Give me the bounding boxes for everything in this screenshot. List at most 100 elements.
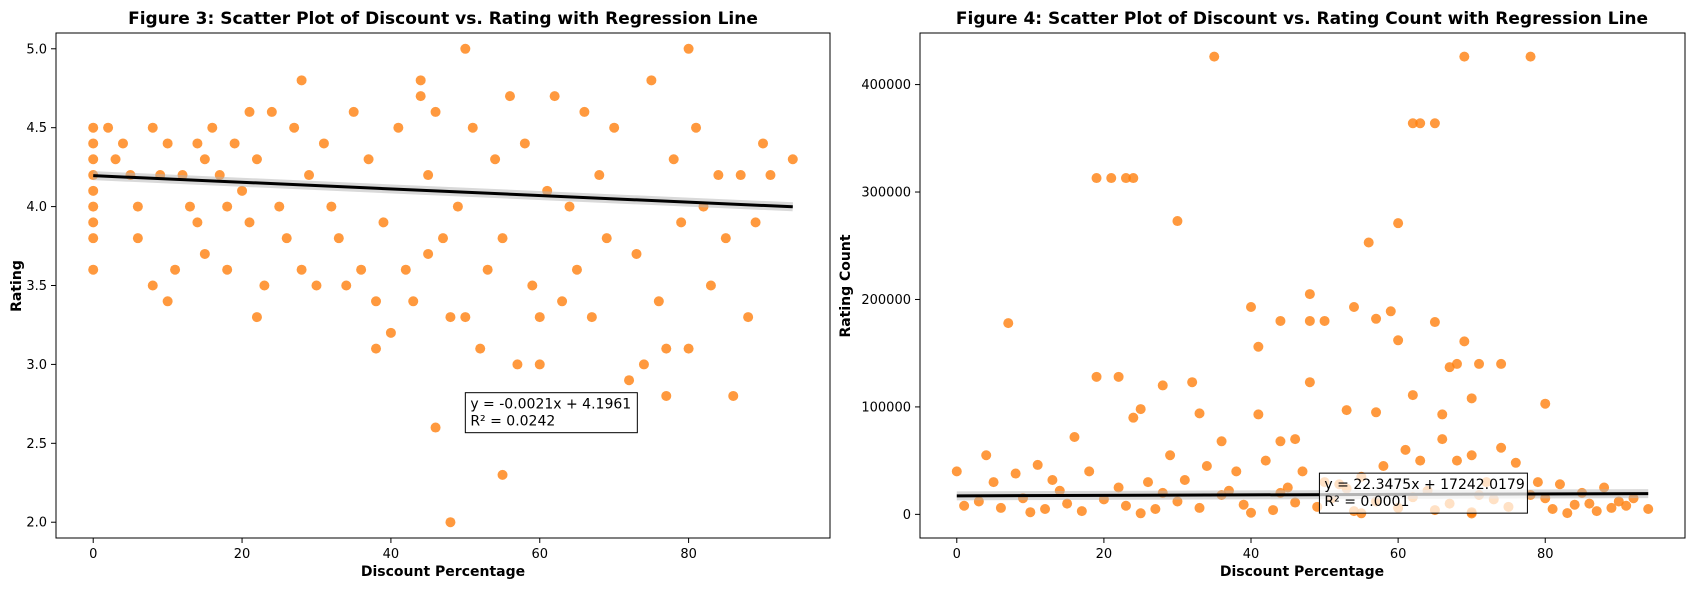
scatter-point <box>728 390 739 401</box>
scatter-point <box>445 517 456 528</box>
scatter-point <box>452 201 463 212</box>
scatter-point <box>460 43 471 54</box>
scatter-point <box>304 170 315 181</box>
scatter-point <box>199 154 210 165</box>
scatter-point <box>1348 301 1359 312</box>
scatter-point <box>1532 477 1543 488</box>
scatter-point <box>88 217 99 228</box>
scatter-point <box>192 217 203 228</box>
scatter-point <box>266 106 277 117</box>
y-axis-ticks: 0 100000 200000 300000 400000 <box>861 78 920 523</box>
scatter-point <box>676 217 687 228</box>
scatter-point <box>1415 118 1426 129</box>
scatter-point <box>1275 315 1286 326</box>
scatter-point <box>1187 377 1198 388</box>
scatter-point <box>594 170 605 181</box>
scatter-point <box>1510 457 1521 468</box>
scatter-point <box>601 233 612 244</box>
scatter-point <box>1451 358 1462 369</box>
scatter-point <box>1290 434 1301 445</box>
scatter-points <box>88 43 798 528</box>
scatter-point <box>415 91 426 102</box>
scatter-point <box>1393 218 1404 229</box>
scatter-point <box>1591 506 1602 517</box>
scatter-point <box>88 122 99 133</box>
scatter-point <box>1371 407 1382 418</box>
scatter-point <box>981 450 992 461</box>
scatter-point <box>661 390 672 401</box>
scatter-point <box>1613 496 1624 507</box>
scatter-point <box>668 154 679 165</box>
scatter-point <box>713 170 724 181</box>
scatter-point <box>1194 502 1205 513</box>
scatter-point <box>371 343 382 354</box>
scatter-point <box>1150 503 1161 514</box>
x-tick-label: 0 <box>89 547 97 562</box>
scatter-point <box>988 477 999 488</box>
scatter-point <box>1282 482 1293 493</box>
annotation-equation: y = -0.0021x + 4.1961 <box>470 397 631 413</box>
scatter-point <box>88 154 99 165</box>
scatter-point <box>1135 508 1146 519</box>
scatter-point <box>1253 409 1264 420</box>
scatter-point <box>326 201 337 212</box>
scatter-point <box>534 312 545 323</box>
scatter-point <box>519 138 530 149</box>
chart-rating-count: Figure 4: Scatter Plot of Discount vs. R… <box>838 9 1686 580</box>
scatter-point <box>1341 405 1352 416</box>
y-tick-label: 3.5 <box>26 279 47 294</box>
scatter-point <box>512 359 523 370</box>
x-tick-label: 20 <box>1096 547 1113 562</box>
scatter-point <box>1407 390 1418 401</box>
scatter-point <box>497 469 508 480</box>
y-axis-ticks: 2.0 2.5 3.0 3.5 4.0 4.5 5.0 <box>26 42 56 531</box>
regression-line-group <box>956 489 1649 501</box>
scatter-point <box>1201 461 1212 472</box>
annotation-equation: y = 22.3475x + 17242.0179 <box>1324 477 1524 493</box>
scatter-point <box>1547 503 1558 514</box>
scatter-point <box>504 91 515 102</box>
y-axis-label: Rating <box>9 260 25 312</box>
scatter-point <box>527 280 538 291</box>
scatter-point <box>1496 442 1507 453</box>
scatter-point <box>720 233 731 244</box>
scatter-point <box>557 296 568 307</box>
scatter-point <box>1032 459 1043 470</box>
y-tick-label: 0 <box>903 508 911 523</box>
scatter-point <box>571 264 582 275</box>
scatter-point <box>1194 408 1205 419</box>
scatter-point <box>1400 444 1411 455</box>
scatter-point <box>88 185 99 196</box>
scatter-point <box>1437 434 1448 445</box>
scatter-point <box>132 233 143 244</box>
scatter-point <box>1474 358 1485 369</box>
scatter-point <box>1378 461 1389 472</box>
scatter-point <box>296 264 307 275</box>
y-tick-label: 2.0 <box>26 516 47 531</box>
scatter-point <box>765 170 776 181</box>
scatter-point <box>281 233 292 244</box>
scatter-point <box>1268 505 1279 516</box>
scatter-point <box>1091 173 1102 184</box>
scatter-point <box>229 138 240 149</box>
scatter-point <box>199 248 210 259</box>
scatter-point <box>1076 506 1087 517</box>
x-axis-label: Discount Percentage <box>1220 564 1384 580</box>
scatter-point <box>363 154 374 165</box>
scatter-point <box>385 327 396 338</box>
scatter-point <box>490 154 501 165</box>
y-tick-label: 200000 <box>861 293 911 308</box>
annotation-box <box>464 392 638 434</box>
scatter-point <box>1363 237 1374 248</box>
scatter-point <box>1393 335 1404 346</box>
scatter-point <box>1231 466 1242 477</box>
scatter-point <box>735 170 746 181</box>
y-tick-label: 300000 <box>861 186 911 201</box>
scatter-point <box>1304 289 1315 300</box>
scatter-point <box>1569 499 1580 510</box>
scatter-point <box>646 75 657 86</box>
scatter-point <box>1216 436 1227 447</box>
scatter-point <box>549 91 560 102</box>
scatter-point <box>103 122 114 133</box>
scatter-point <box>1084 466 1095 477</box>
